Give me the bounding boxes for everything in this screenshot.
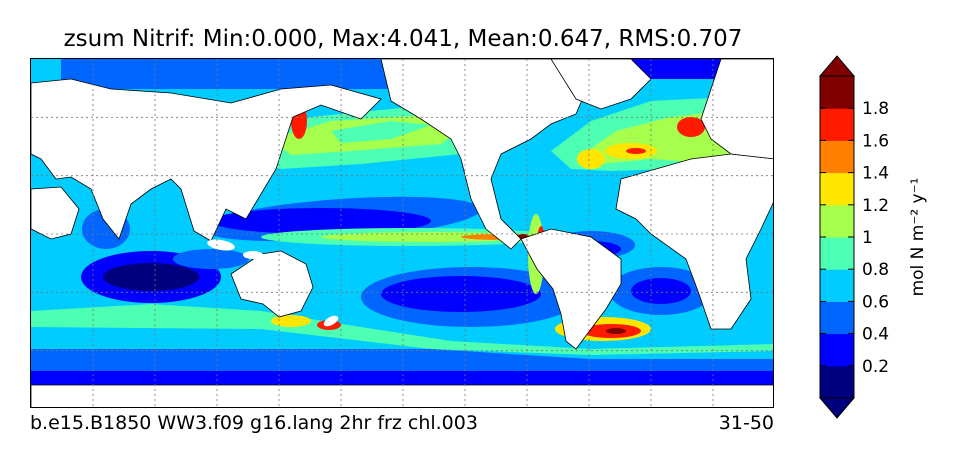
colorbar-extend-max [818,55,856,77]
colorbar-tick-label: 0.2 [862,357,889,377]
colorbar-tick-label: 1 [862,228,873,248]
land-new-zealand [323,315,339,327]
colorbar-swatch [820,237,854,270]
colorbar-tick-label: 1.6 [862,131,889,151]
land-africa [615,153,773,330]
north-pacific-gyre [211,208,431,234]
north-sea-red [677,117,705,137]
land-australia [230,250,314,318]
colorbar-tick-label: 0.4 [862,325,889,345]
south-atlantic-gyre [631,278,691,304]
south-indian-gyre-core [103,263,199,291]
colorbar-tick-label: 0.8 [862,260,889,280]
land-greenland [550,59,652,110]
land-new-guinea [243,251,263,259]
colorbar-swatch [820,333,854,367]
colorbar-swatch [820,301,854,335]
colorbar-swatch [820,204,854,238]
land-south-america [520,228,622,350]
indian-ocean-band [173,249,249,269]
tasman-sea-yellow [271,315,311,327]
north-pacific-subpolar-inner [331,121,431,143]
ocean-map [30,58,774,408]
colorbar: 0.2 0.4 0.6 0.8 1 1.2 1.4 1.6 1.8 mol N m⁻² y⁻¹ [818,55,928,419]
land-eurasia [31,78,382,242]
colorbar-extend-min [818,397,856,419]
land-antarctica [31,384,773,407]
land-north-america [380,59,592,250]
south-pacific-gyre [381,276,541,312]
case-caption: b.e15.B1850 WW3.f09 g16.lang 2hr frz chl… [30,412,478,434]
north-atlantic-red [626,148,646,154]
colorbar-tick-label: 1.8 [862,99,889,119]
colorbar-swatch [820,76,854,109]
colorbar-label: mol N m⁻² y⁻¹ [908,178,928,297]
colorbar-tick-label: 0.6 [862,292,889,312]
years-caption: 31-50 [718,412,774,434]
colorbar-swatch [820,172,854,206]
colorbar-swatch [820,140,854,174]
patagonian-shelf-core [606,328,626,334]
colorbar-swatch [820,108,854,141]
chart-title: zsum Nitrif: Min:0.000, Max:4.041, Mean:… [63,26,743,52]
gulf-st-lawrence [577,149,605,169]
colorbar-tick-label: 1.2 [862,196,889,216]
subantarctic-band-green [31,304,773,355]
colorbar-tick-label: 1.4 [862,164,889,184]
land-indonesia [207,239,235,251]
colorbar-swatch [820,365,854,399]
colorbar-swatch [820,269,854,302]
land-europe [700,59,773,160]
map-gridlines [31,59,773,407]
map-canvas [31,59,773,407]
